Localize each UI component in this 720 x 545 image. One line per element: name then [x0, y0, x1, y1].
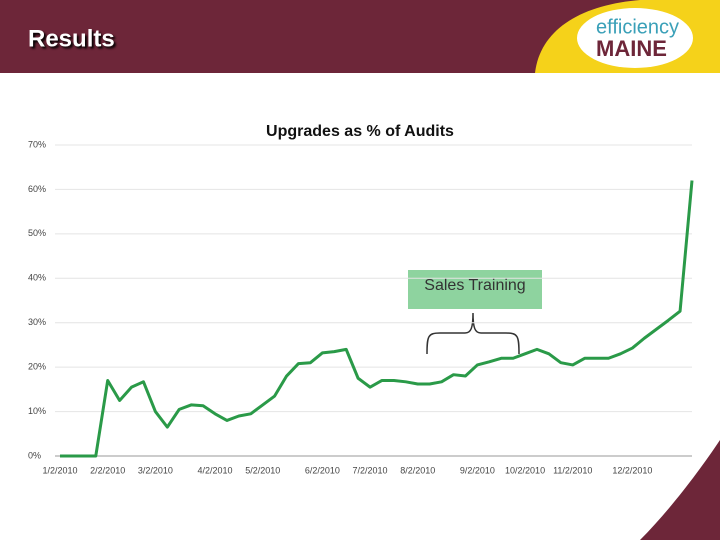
y-tick-label: 50% — [28, 228, 46, 238]
x-tick-label: 12/2/2010 — [612, 465, 652, 475]
x-tick-label: 3/2/2010 — [138, 465, 173, 475]
x-tick-label: 9/2/2010 — [460, 465, 495, 475]
data-line — [60, 180, 694, 458]
y-tick-label: 30% — [28, 317, 46, 327]
header-title: Results — [28, 25, 115, 52]
chart-title: Upgrades as % of Audits — [266, 123, 454, 140]
x-tick-label: 7/2/2010 — [353, 465, 388, 475]
x-tick-label: 10/2/2010 — [505, 465, 545, 475]
x-tick-label: 2/2/2010 — [90, 465, 125, 475]
x-tick-label: 4/2/2010 — [197, 465, 232, 475]
y-tick-label: 10% — [28, 406, 46, 416]
corner-curve — [640, 440, 720, 540]
annotation-brace — [426, 312, 520, 355]
logo-text: MAINE — [596, 36, 667, 61]
x-tick-label: 8/2/2010 — [400, 465, 435, 475]
x-tick-label: 5/2/2010 — [245, 465, 280, 475]
annotation: Sales Training — [424, 277, 525, 294]
y-tick-label: 0% — [28, 450, 41, 460]
logo-oval — [577, 8, 693, 68]
x-tick-label: 11/2/2010 — [553, 465, 592, 475]
y-tick-label: 40% — [28, 273, 46, 283]
x-tick-label: 6/2/2010 — [305, 465, 340, 475]
x-tick-label: 1/2/2010 — [42, 465, 77, 475]
logo-text: efficiency — [596, 16, 679, 38]
y-tick-label: 20% — [28, 362, 46, 372]
annotation-box — [408, 270, 542, 309]
y-tick-label: 60% — [28, 184, 46, 194]
y-tick-label: 70% — [28, 139, 46, 149]
